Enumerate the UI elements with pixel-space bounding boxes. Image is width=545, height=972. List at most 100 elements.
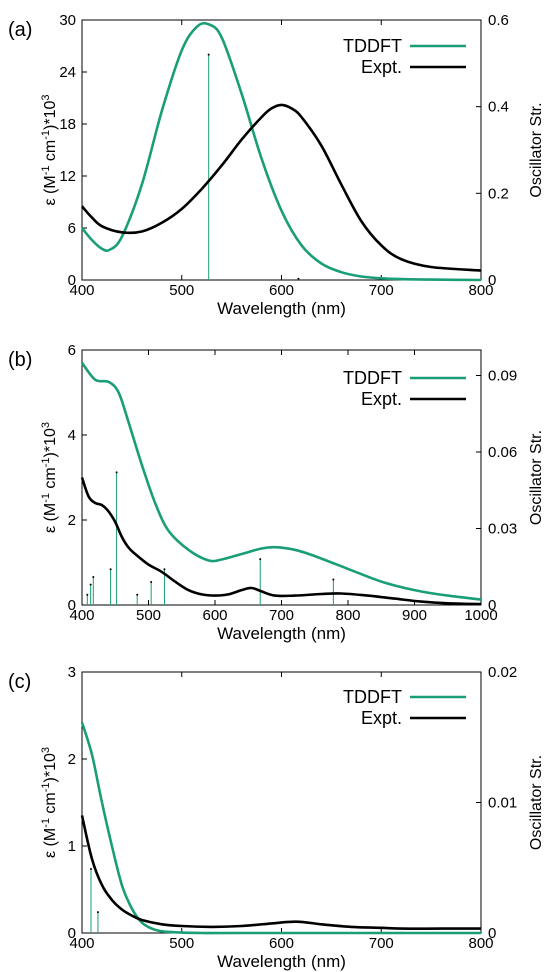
y-tick-label-left: 4 [68, 427, 76, 444]
y-axis-label-superscript: 3 [40, 747, 52, 753]
y-tick-label-left: 0 [68, 272, 76, 289]
x-tick-label: 400 [69, 935, 94, 952]
y-tick-label-right: 0.09 [488, 368, 517, 385]
y-tick-label-left: 0 [68, 597, 76, 614]
y-tick-label-left: 0 [68, 925, 76, 942]
y-tick-label-right: 0.4 [488, 99, 509, 116]
x-tick-label: 600 [269, 935, 294, 952]
y-tick-label-right: 0 [488, 272, 496, 289]
oscillator-stick-tip [136, 593, 139, 596]
oscillator-stick-tip [96, 911, 99, 914]
y-axis-label-superscript: 3 [40, 422, 52, 428]
x-tick-label: 1000 [464, 607, 497, 624]
oscillator-stick-tip [86, 593, 89, 596]
legend-label: TDDFT [343, 687, 402, 707]
y-axis-label-right: Oscillator Str. [528, 430, 545, 525]
legend-label: TDDFT [343, 368, 402, 388]
y-axis-label-left: ε (M-1 cm-1)*103 [40, 422, 59, 533]
legend-label: Expt. [361, 708, 402, 728]
x-axis-label: Wavelength (nm) [217, 624, 346, 643]
y-tick-label-left: 3 [68, 664, 76, 681]
x-tick-label: 600 [269, 282, 294, 299]
y-axis-label-superscript: -1 [40, 818, 52, 828]
y-tick-label-right: 0.06 [488, 444, 517, 461]
y-tick-label-right: 0.02 [488, 664, 517, 681]
x-tick-label: 800 [335, 607, 360, 624]
series-line-expt [80, 477, 482, 606]
y-axis-label-superscript: -1 [40, 493, 52, 503]
y-axis-label-superscript: -1 [40, 130, 52, 140]
y-axis-label-superscript: -1 [40, 782, 52, 792]
y-axis-label-part: ε (M [42, 503, 59, 533]
y-tick-label-left: 6 [68, 342, 76, 359]
y-axis-label-right: Oscillator Str. [528, 102, 545, 197]
chart-panel: 400 500 600 700 800061218243000.20.40.6TDDFT… [8, 12, 545, 318]
x-axis-label: Wavelength (nm) [217, 952, 346, 971]
y-tick-label-left: 30 [59, 12, 76, 29]
legend-label: TDDFT [343, 36, 402, 56]
oscillator-stick-tip [150, 581, 153, 584]
oscillator-stick-tip [297, 277, 300, 280]
plot-frame [81, 349, 482, 606]
y-tick-label-right: 0.01 [488, 795, 517, 812]
y-tick-label-right: 0.6 [488, 12, 509, 29]
series-line-tddft [80, 361, 482, 601]
panel-label: (a) [8, 19, 32, 41]
x-tick-label: 400 [69, 282, 94, 299]
plot-frame [81, 671, 482, 934]
y-axis-label-part: ε (M [42, 175, 59, 205]
series-line-tddft [80, 722, 481, 935]
x-tick-label: 700 [269, 607, 294, 624]
oscillator-stick-tip [115, 471, 118, 474]
x-tick-label: 700 [369, 935, 394, 952]
x-tick-label: 900 [402, 607, 427, 624]
y-tick-label-left: 2 [68, 751, 76, 768]
panel-label: (b) [8, 349, 32, 371]
y-axis-label-part: cm [42, 792, 59, 818]
y-axis-label-left: ε (M-1 cm-1)*103 [40, 94, 59, 205]
y-tick-label-left: 24 [59, 64, 76, 81]
series-line-tddft [80, 21, 482, 282]
y-axis-label-left: ε (M-1 cm-1)*103 [40, 747, 59, 858]
panel-label: (c) [8, 671, 31, 693]
y-tick-label-left: 2 [68, 512, 76, 529]
y-axis-label-superscript: -1 [40, 457, 52, 467]
x-tick-label: 500 [136, 607, 161, 624]
oscillator-stick-tip [89, 583, 92, 586]
y-tick-label-right: 0 [488, 597, 496, 614]
y-axis-label-part: cm [42, 467, 59, 493]
y-tick-label-left: 1 [68, 838, 76, 855]
series-line-expt [80, 815, 481, 930]
chart-panel: 400 500 600 700 800 900 1000024600.030.060.09T… [8, 342, 545, 643]
oscillator-stick-tip [92, 575, 95, 578]
y-axis-label-part: )*10 [42, 428, 59, 457]
oscillator-stick-tip [207, 53, 210, 56]
oscillator-stick-tip [332, 578, 335, 581]
y-tick-label-left: 18 [59, 116, 76, 133]
y-axis-label-right: Oscillator Str. [528, 755, 545, 850]
oscillator-stick-tip [259, 558, 262, 561]
y-tick-label-right: 0.03 [488, 521, 517, 538]
y-axis-label-part: ε (M [42, 828, 59, 858]
series-line-expt [81, 103, 482, 272]
x-tick-label: 500 [169, 282, 194, 299]
x-tick-label: 800 [468, 935, 493, 952]
plot-frame [81, 19, 482, 281]
oscillator-stick-tip [89, 868, 92, 871]
y-tick-label-right: 0 [488, 925, 496, 942]
y-axis-label-part: )*10 [42, 101, 59, 130]
y-axis-label-part: )*10 [42, 753, 59, 782]
legend-label: Expt. [361, 57, 402, 77]
y-axis-label-superscript: -1 [40, 166, 52, 176]
y-tick-label-right: 0.2 [488, 185, 509, 202]
legend-label: Expt. [361, 389, 402, 409]
x-axis-label: Wavelength (nm) [217, 299, 346, 318]
y-axis-label-superscript: 3 [40, 94, 52, 100]
y-axis-label-part: cm [42, 140, 59, 166]
x-tick-label: 700 [369, 282, 394, 299]
y-tick-label-left: 12 [59, 168, 76, 185]
x-tick-label: 500 [169, 935, 194, 952]
x-tick-label: 600 [202, 607, 227, 624]
oscillator-stick-tip [163, 568, 166, 571]
